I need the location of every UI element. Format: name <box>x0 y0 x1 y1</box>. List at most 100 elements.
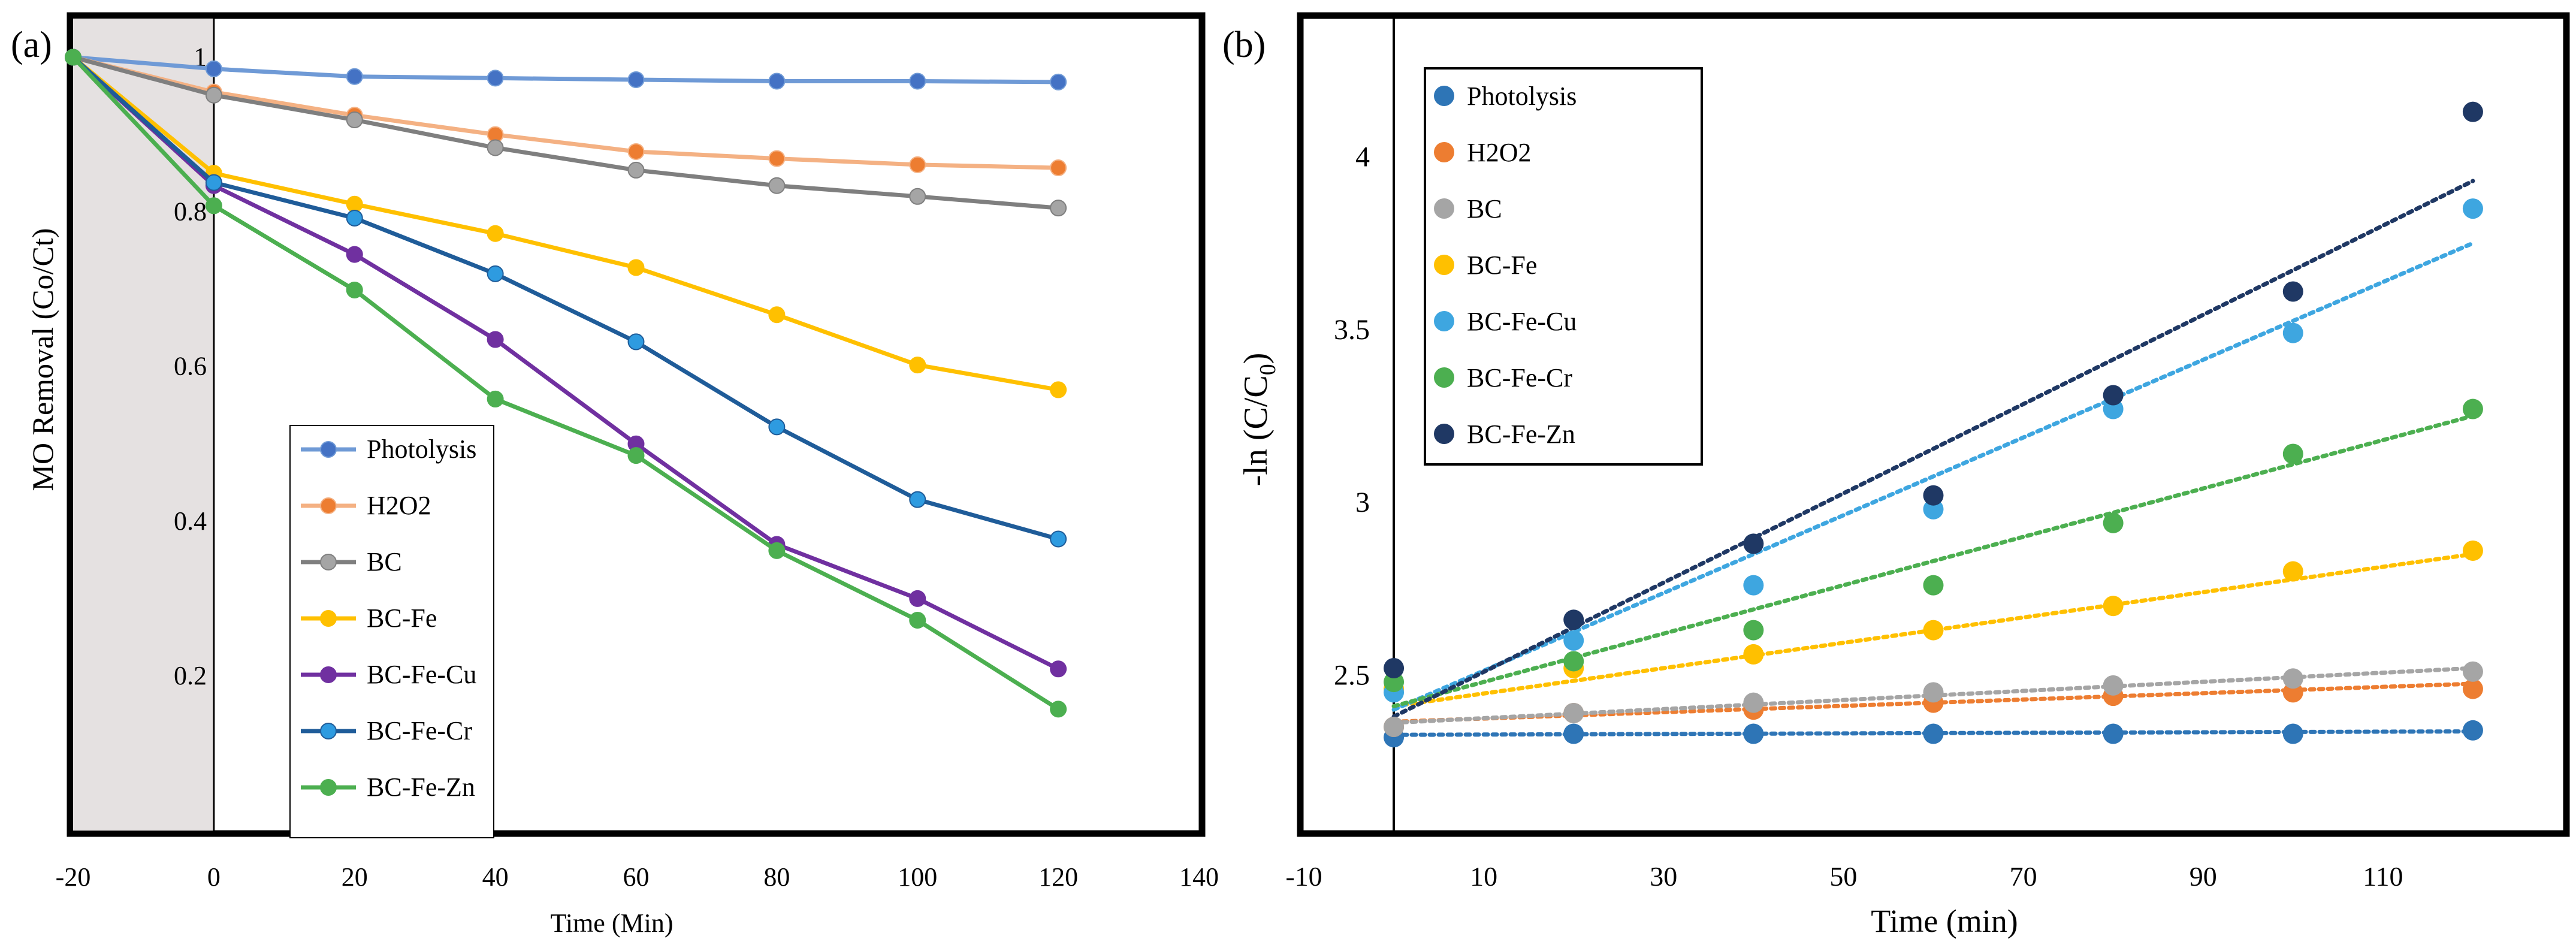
panel-b-legend-item: BC-Fe-Cr <box>1434 363 1572 393</box>
panel-b-data-point <box>1743 692 1764 713</box>
panel-a-x-tick-label: 0 <box>207 862 221 892</box>
panel-b-data-point <box>2103 723 2124 744</box>
panel-b-legend-swatch-marker <box>1434 198 1454 219</box>
panel-b-data-point <box>1923 575 1944 596</box>
panel-a-data-point <box>487 225 504 242</box>
panel-a-x-axis-title: Time (Min) <box>551 908 674 938</box>
panel-a-series-bc-fe-zn <box>65 49 1067 718</box>
panel-b-data-point <box>2462 198 2483 219</box>
panel-a-legend-swatch-marker <box>320 723 337 739</box>
panel-b-legend-item: Photolysis <box>1434 81 1577 111</box>
panel-b-data-point <box>1563 723 1584 744</box>
panel-a-data-point <box>768 177 786 194</box>
panel-b-legend: Photolysis H2O2 BC BC-Fe BC-Fe-Cu BC-Fe-Cr BC-… <box>1424 67 1703 466</box>
panel-b-y-axis-title: -ln (C/C0) <box>1237 353 1281 487</box>
panel-b-x-tick-label: 30 <box>1650 861 1677 892</box>
panel-a-data-point <box>627 71 645 88</box>
panel-b-data-point <box>1743 620 1764 641</box>
panel-b-data-point <box>2282 668 2303 689</box>
panel-b-legend-label: H2O2 <box>1467 138 1532 167</box>
panel-a-data-point <box>1050 73 1067 90</box>
panel-a-legend-item: BC-Fe-Cu <box>301 660 476 689</box>
panel-a-legend-swatch-marker <box>320 666 337 683</box>
panel-a-data-point <box>768 73 786 90</box>
panel-a-legend-label: BC <box>367 547 402 576</box>
panel-a-legend-label: H2O2 <box>367 491 431 520</box>
panel-b-data-point <box>2282 723 2303 744</box>
panel-a-legend: Photolysis H2O2 BC BC-Fe BC-Fe-Cu BC-Fe-Cr BC-… <box>289 425 494 838</box>
panel-a-legend-item: BC-Fe-Cr <box>301 716 472 745</box>
panel-b-x-tick-label: 90 <box>2190 861 2217 892</box>
panel-b-legend-label: Photolysis <box>1467 81 1577 111</box>
panel-b-legend-swatch-marker <box>1434 367 1454 388</box>
panel-b-legend-item: BC <box>1434 194 1502 224</box>
panel-a-data-point <box>346 246 363 263</box>
panel-b-series-bc <box>1384 661 2483 738</box>
panel-b-x-tick-label: 10 <box>1470 861 1497 892</box>
panel-a-series-line <box>71 55 1059 392</box>
panel-a-legend-swatch-marker <box>320 497 337 514</box>
panel-a-legend-item: BC-Fe <box>301 603 437 633</box>
panel-b-y-tick-label: 2.5 <box>1334 660 1370 692</box>
panel-a-frame <box>67 12 1206 837</box>
panel-a-data-point <box>768 418 786 436</box>
panel-b-x-tick-label: 70 <box>2010 861 2037 892</box>
panel-b-data-point <box>1743 723 1764 744</box>
panel-b-legend-label: BC-Fe-Cr <box>1467 363 1572 393</box>
panel-a-data-point <box>1050 381 1067 398</box>
panel-a-legend-box <box>289 425 494 838</box>
panel-a-legend-item: BC-Fe-Zn <box>301 772 475 802</box>
panel-b-legend-item: BC-Fe-Cu <box>1434 307 1577 336</box>
panel-a-data-point <box>909 491 926 508</box>
panel-b-trendline-bc-fe-cr <box>1391 413 2475 708</box>
panel-a-data-point <box>1050 159 1067 177</box>
panel-a-data-point <box>346 281 363 298</box>
panel-a-x-tick-label: 60 <box>623 862 650 892</box>
panel-a-legend-item: H2O2 <box>301 491 431 520</box>
panel-b-data-point <box>2103 596 2124 617</box>
panel-a-data-point <box>1050 200 1067 217</box>
panel-b-data-point <box>1923 485 1944 506</box>
panel-b-data-point <box>1384 658 1405 678</box>
panel-b-data-point <box>1384 717 1405 738</box>
panel-b-y-tick-label: 3.5 <box>1334 314 1370 346</box>
panel-a-series-line <box>73 55 1059 210</box>
panel-b-x-tick-label: -10 <box>1285 861 1322 892</box>
panel-b-data-point <box>2462 398 2483 419</box>
panel-b-legend-swatch-marker <box>1434 86 1454 106</box>
panel-a-series-bc-fe-cr <box>65 49 1067 548</box>
panel-a-x-tick-label: 120 <box>1038 862 1078 892</box>
panel-a-data-point <box>487 390 504 407</box>
panel-b-x-tick-label: 110 <box>2363 861 2403 892</box>
panel-a-x-tick-label: 40 <box>482 862 509 892</box>
panel-a-legend-label: BC-Fe-Zn <box>367 772 475 802</box>
panel-b-series-bc-fe-cr <box>1384 398 2483 693</box>
panel-a-data-point <box>487 70 504 87</box>
panel-b-data-point <box>1743 644 1764 665</box>
panel-b-data-point <box>1563 630 1584 651</box>
panel-a-x-tick-label: 100 <box>898 862 937 892</box>
panel-a-data-point <box>627 333 645 351</box>
panel-b-legend-label: BC <box>1467 194 1502 224</box>
panel-a-legend-item: BC <box>301 547 402 576</box>
panel-a-data-point <box>909 590 926 607</box>
panel-a-label: (a) <box>11 25 52 65</box>
panel-b-legend-swatch-marker <box>1434 142 1454 162</box>
panel-a-legend-label: Photolysis <box>367 434 476 464</box>
panel-a-legend-label: BC-Fe <box>367 603 437 633</box>
panel-b-data-point <box>1563 609 1584 630</box>
panel-a-legend-swatch-marker <box>320 610 337 627</box>
panel-a-data-point <box>487 139 504 156</box>
panel-a-data-point <box>346 195 363 213</box>
panel-a-data-point <box>346 68 363 85</box>
panel-a-legend-swatch-marker <box>320 554 337 570</box>
panel-a-data-point <box>768 150 786 167</box>
panel-b-data-point <box>1923 620 1944 641</box>
panel-b-data-point <box>2282 281 2303 302</box>
panel-b-data-point <box>1563 651 1584 672</box>
panel-a-data-point <box>627 259 645 276</box>
panel-a-series-line <box>71 56 1059 711</box>
panel-a-series-line <box>71 55 1059 671</box>
panel-b-data-point <box>2462 101 2483 122</box>
